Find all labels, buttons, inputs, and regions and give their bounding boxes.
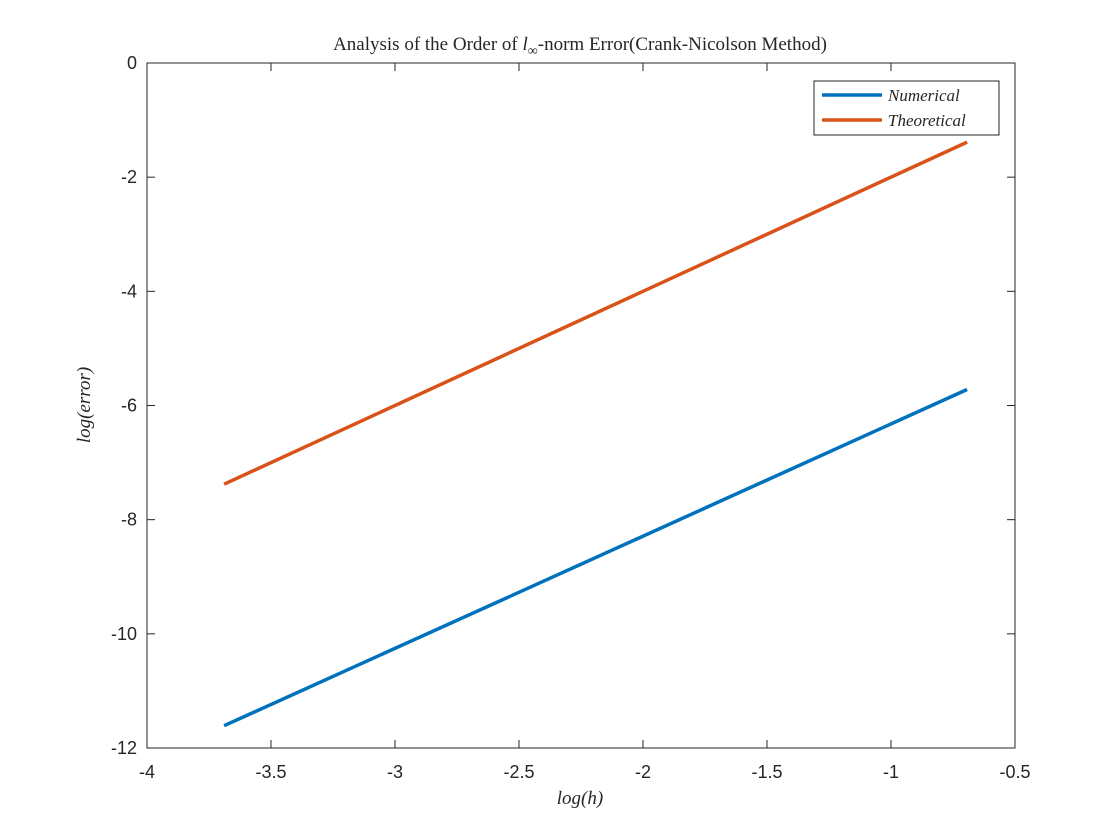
y-tick-label: -6 [121,396,137,416]
y-tick-label: -10 [111,624,137,644]
y-axis-label: log(error) [74,367,95,443]
x-tick-label: -3.5 [255,762,286,782]
y-tick-label: 0 [127,53,137,73]
chart-title-prefix: Analysis of the Order of [333,34,522,55]
x-tick-label: -1.5 [751,762,782,782]
y-tick-label: -12 [111,738,137,758]
x-tick-label: -3 [387,762,403,782]
chart-title-norm: l [523,34,528,55]
legend-items: Numerical Theoretical [822,86,966,130]
chart-title-suffix: -norm Error(Crank-Nicolson Method) [538,34,827,55]
x-axis-label: log(h) [557,788,603,809]
chart-title-norm-subscript: ∞ [528,44,538,59]
x-tick-label: -2.5 [503,762,534,782]
y-tick-label: -4 [121,281,137,301]
series-line-numerical [223,387,968,728]
legend-label-theoretical: Theoretical [888,111,966,130]
x-tick-label: -2 [635,762,651,782]
legend: Numerical Theoretical [813,80,1000,136]
x-tick-label: -4 [139,762,155,782]
chart-title: Analysis of the Order of l∞-norm Error(C… [333,34,827,59]
axes-box [146,62,1016,749]
x-tick-label: -0.5 [999,762,1030,782]
y-axis-ticks: 0 -2 -4 -6 -8 -10 -12 [111,53,1015,758]
series-line-theoretical [223,140,968,486]
legend-label-numerical: Numerical [887,86,960,105]
y-tick-label: -2 [121,167,137,187]
y-tick-label: -8 [121,510,137,530]
x-axis-ticks: -4 -3.5 -3 -2.5 -2 -1.5 -1 -0.5 [139,63,1031,782]
legend-box [813,80,1000,136]
x-tick-label: -1 [883,762,899,782]
plot-area: -4 -3.5 -3 -2.5 -2 -1.5 -1 -0.5 0 -2 -4 -6 -8 -10 -12 [111,53,1031,782]
series-lines [223,140,968,728]
